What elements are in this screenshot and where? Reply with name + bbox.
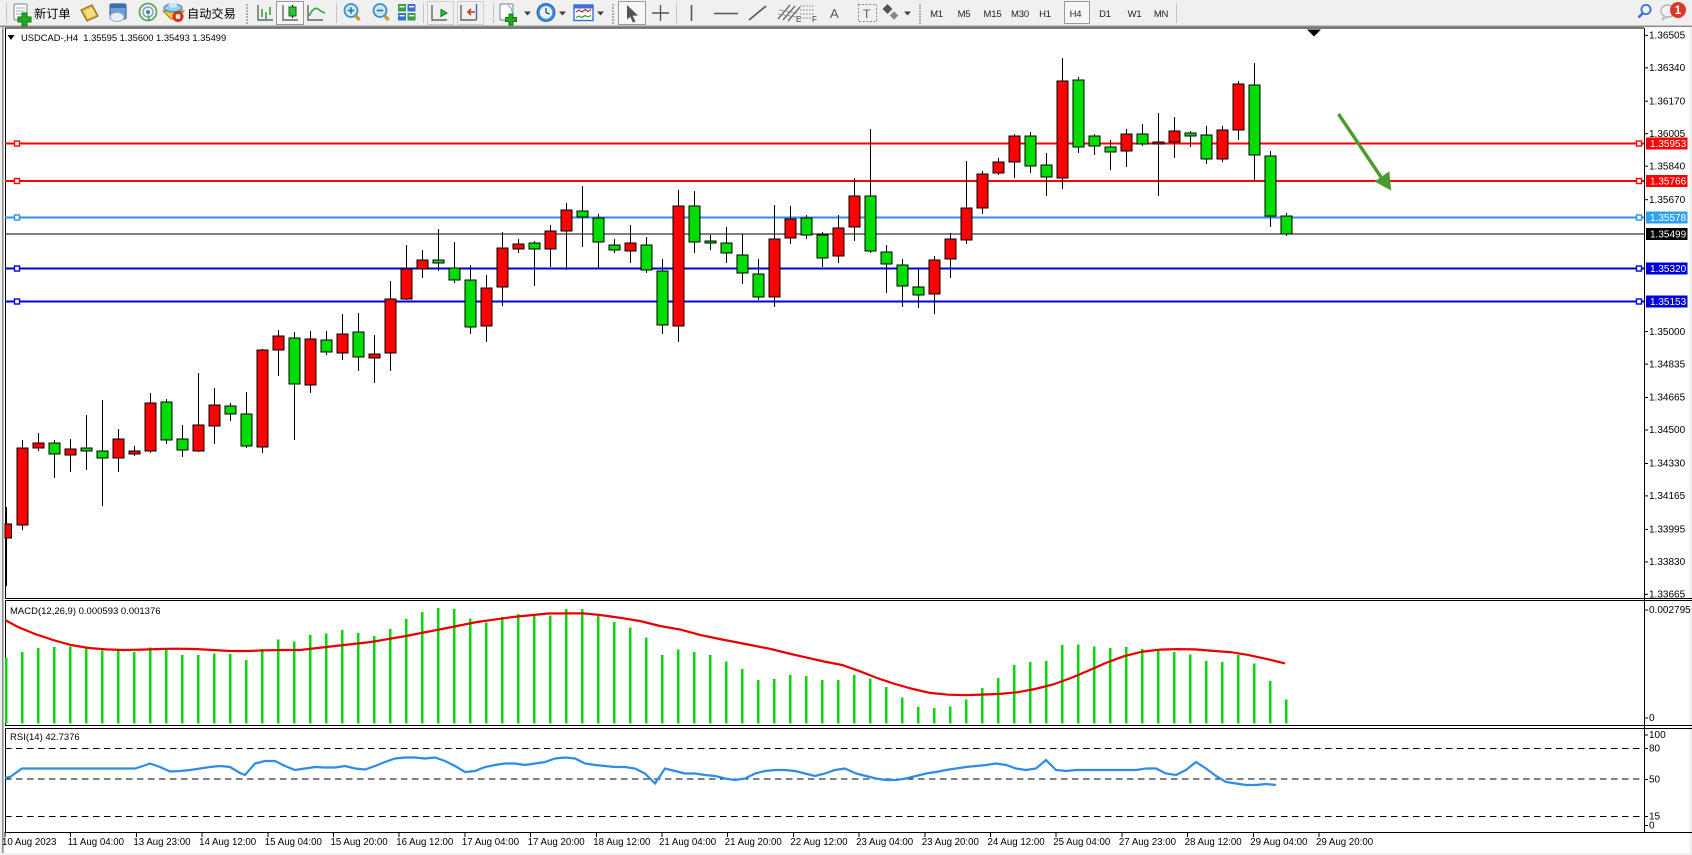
svg-text:M5: M5 [958,9,971,20]
svg-text:28 Aug 12:00: 28 Aug 12:00 [1185,837,1243,848]
svg-text:18 Aug 12:00: 18 Aug 12:00 [593,837,651,848]
svg-text:E: E [796,15,801,24]
svg-text:1: 1 [1675,5,1682,17]
svg-text:D1: D1 [1099,9,1111,20]
svg-text:100: 100 [1649,730,1666,741]
svg-text:29 Aug 04:00: 29 Aug 04:00 [1250,837,1308,848]
svg-text:USDCAD-,H4 1.35595 1.35600 1.: USDCAD-,H4 1.35595 1.35600 1.35493 1.354… [21,33,226,43]
svg-text:1.34500: 1.34500 [1649,425,1686,436]
svg-text:M30: M30 [1011,9,1029,20]
svg-text:23 Aug 20:00: 23 Aug 20:00 [922,837,980,848]
svg-text:1.35953: 1.35953 [1650,139,1687,150]
svg-text:50: 50 [1649,775,1661,786]
svg-text:1.34330: 1.34330 [1649,459,1686,470]
svg-text:23 Aug 04:00: 23 Aug 04:00 [856,837,914,848]
svg-text:15 Aug 04:00: 15 Aug 04:00 [265,837,323,848]
svg-text:1.36005: 1.36005 [1649,129,1686,140]
svg-text:0: 0 [1649,821,1655,832]
svg-text:1.35766: 1.35766 [1650,176,1687,187]
svg-text:H1: H1 [1039,9,1051,20]
svg-text:F: F [812,15,817,24]
svg-text:22 Aug 12:00: 22 Aug 12:00 [790,837,848,848]
svg-text:1.35499: 1.35499 [1650,229,1687,240]
svg-text:1.35320: 1.35320 [1650,264,1687,275]
svg-text:1.36505: 1.36505 [1649,31,1686,42]
svg-text:21 Aug 04:00: 21 Aug 04:00 [659,837,717,848]
svg-text:15: 15 [1649,812,1661,823]
svg-text:1.35840: 1.35840 [1649,161,1686,172]
svg-text:1.36170: 1.36170 [1649,96,1686,107]
svg-text:1.35578: 1.35578 [1650,213,1687,224]
svg-text:80: 80 [1649,744,1661,755]
svg-text:1.33665: 1.33665 [1649,590,1686,601]
svg-text:0.002795: 0.002795 [1649,605,1691,616]
svg-text:1.34665: 1.34665 [1649,393,1686,404]
svg-text:1.35000: 1.35000 [1649,327,1686,338]
svg-text:MACD(12,26,9) 0.000593 0.00137: MACD(12,26,9) 0.000593 0.001376 [10,606,161,617]
svg-text:15 Aug 20:00: 15 Aug 20:00 [331,837,389,848]
svg-text:W1: W1 [1128,9,1142,20]
svg-text:RSI(14) 42.7376: RSI(14) 42.7376 [10,732,80,743]
svg-text:16 Aug 12:00: 16 Aug 12:00 [396,837,454,848]
svg-text:25 Aug 04:00: 25 Aug 04:00 [1053,837,1111,848]
svg-text:17 Aug 20:00: 17 Aug 20:00 [528,837,586,848]
svg-text:27 Aug 23:00: 27 Aug 23:00 [1119,837,1177,848]
svg-text:M1: M1 [930,9,943,20]
svg-text:17 Aug 04:00: 17 Aug 04:00 [462,837,520,848]
svg-text:0: 0 [1649,713,1655,724]
svg-text:T: T [863,7,871,21]
svg-text:14 Aug 12:00: 14 Aug 12:00 [199,837,257,848]
svg-text:1.34835: 1.34835 [1649,359,1686,370]
svg-text:29 Aug 20:00: 29 Aug 20:00 [1316,837,1374,848]
svg-text:1.34165: 1.34165 [1649,491,1686,502]
svg-text:1.35153: 1.35153 [1650,297,1687,308]
svg-text:A: A [830,6,839,21]
svg-text:MN: MN [1154,9,1169,20]
svg-text:21 Aug 20:00: 21 Aug 20:00 [725,837,783,848]
svg-text:H4: H4 [1070,9,1082,20]
svg-text:24 Aug 12:00: 24 Aug 12:00 [988,837,1046,848]
svg-text:10 Aug 2023: 10 Aug 2023 [2,837,56,848]
svg-text:11 Aug 04:00: 11 Aug 04:00 [68,837,125,848]
svg-text:1.33830: 1.33830 [1649,557,1686,568]
svg-text:1.33995: 1.33995 [1649,525,1686,536]
svg-text:M15: M15 [984,9,1002,20]
svg-text:1.35670: 1.35670 [1649,195,1686,206]
svg-text:13 Aug 23:00: 13 Aug 23:00 [133,837,191,848]
svg-text:1.36340: 1.36340 [1649,63,1686,74]
